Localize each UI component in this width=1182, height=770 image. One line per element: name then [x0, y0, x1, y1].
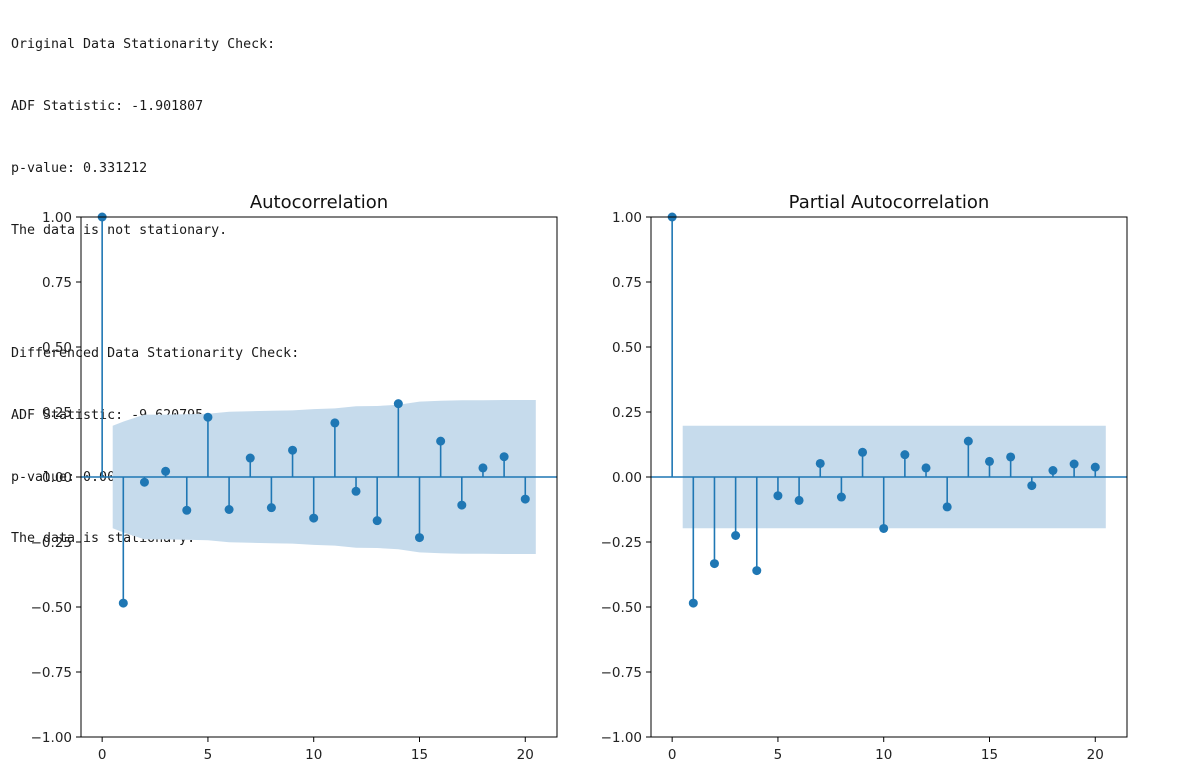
- stem-marker: [942, 502, 952, 512]
- x-tick-label: 0: [668, 747, 677, 763]
- stem-marker: [330, 418, 340, 428]
- stem-marker: [478, 463, 488, 473]
- stem-marker: [372, 516, 382, 526]
- stem-marker: [963, 436, 973, 446]
- stem-marker: [984, 456, 994, 466]
- x-tick-label: 20: [517, 747, 534, 763]
- x-tick-label: 20: [1087, 747, 1104, 763]
- stem-marker: [731, 531, 741, 540]
- chart-title: Partial Autocorrelation: [789, 192, 990, 213]
- stem-marker: [182, 505, 192, 515]
- stem-marker: [858, 447, 868, 457]
- x-tick-label: 10: [305, 747, 322, 763]
- stem-marker: [1069, 459, 1079, 469]
- stem-marker: [351, 486, 361, 496]
- y-tick-label: −0.50: [601, 600, 642, 616]
- y-tick-label: −1.00: [31, 730, 72, 746]
- x-tick-label: 5: [204, 747, 213, 763]
- stem-marker: [1048, 466, 1058, 475]
- stem-marker: [900, 450, 910, 460]
- y-tick-label: 0.75: [612, 275, 642, 291]
- stem-marker: [457, 500, 467, 510]
- stem-marker: [1006, 452, 1016, 462]
- stem-marker: [245, 453, 255, 463]
- stem-marker: [436, 436, 446, 446]
- x-tick-label: 15: [981, 747, 998, 763]
- console-line: p-value: 0.331212: [11, 160, 148, 176]
- y-tick-label: 0.25: [42, 405, 72, 421]
- stem-marker: [203, 412, 213, 422]
- stem-marker: [709, 559, 719, 569]
- stem-marker: [499, 452, 509, 462]
- x-tick-label: 0: [98, 747, 107, 763]
- stem-marker: [836, 492, 846, 502]
- stem-marker: [520, 494, 530, 504]
- y-tick-label: −0.75: [601, 665, 642, 681]
- y-tick-label: 1.00: [42, 210, 72, 226]
- x-tick-label: 5: [774, 747, 783, 763]
- stem-marker: [794, 495, 804, 505]
- y-tick-label: 0.25: [612, 405, 642, 421]
- console-line: The data is not stationary.: [11, 222, 228, 238]
- stem-marker: [393, 399, 403, 409]
- y-tick-label: 0.00: [42, 470, 72, 486]
- stem-marker: [266, 503, 276, 513]
- chart-autocorrelation: 1.00 0.75 0.50 0.25 0.00 −0.25 −0.50 −0.75 −1.00…: [31, 192, 558, 763]
- console-output: Original Data Stationarity Check: ADF St…: [11, 0, 299, 571]
- chart-title: Autocorrelation: [250, 192, 388, 213]
- x-tick-label: 10: [875, 747, 892, 763]
- stem-marker: [309, 513, 319, 523]
- y-tick-label: −0.25: [601, 535, 642, 551]
- y-tick-label: 0.50: [42, 340, 72, 356]
- y-tick-label: −0.25: [31, 535, 72, 551]
- y-tick-label: 0.00: [612, 470, 642, 486]
- y-tick-label: −0.50: [31, 600, 72, 616]
- console-line: Original Data Stationarity Check:: [11, 37, 276, 53]
- stem-marker: [161, 466, 171, 476]
- stem-marker: [688, 598, 698, 608]
- console-line: Differenced Data Stationarity Check:: [11, 346, 300, 362]
- y-tick-label: −1.00: [601, 730, 642, 746]
- y-tick-label: −0.75: [31, 665, 72, 681]
- stem-marker: [139, 477, 149, 487]
- stem-marker: [773, 491, 783, 501]
- y-tick-label: 0.75: [42, 275, 72, 291]
- stem-marker: [1090, 462, 1100, 472]
- stem-marker: [288, 445, 298, 455]
- console-line: ADF Statistic: -1.901807: [11, 98, 204, 114]
- stem-marker: [414, 533, 424, 543]
- y-tick-label: 1.00: [612, 210, 642, 226]
- stem-marker: [224, 505, 234, 514]
- stem-marker: [815, 458, 825, 468]
- stem-marker: [1027, 481, 1037, 491]
- y-tick-label: 0.50: [612, 340, 642, 356]
- stem-marker: [879, 523, 889, 533]
- stem-marker: [118, 598, 128, 608]
- x-tick-label: 15: [411, 747, 428, 763]
- stem-marker: [921, 463, 931, 473]
- stem-marker: [752, 566, 762, 576]
- chart-partial-autocorrelation: 1.00 0.75 0.50 0.25 0.00 −0.25 −0.50 −0.75 −1.00…: [601, 192, 1128, 763]
